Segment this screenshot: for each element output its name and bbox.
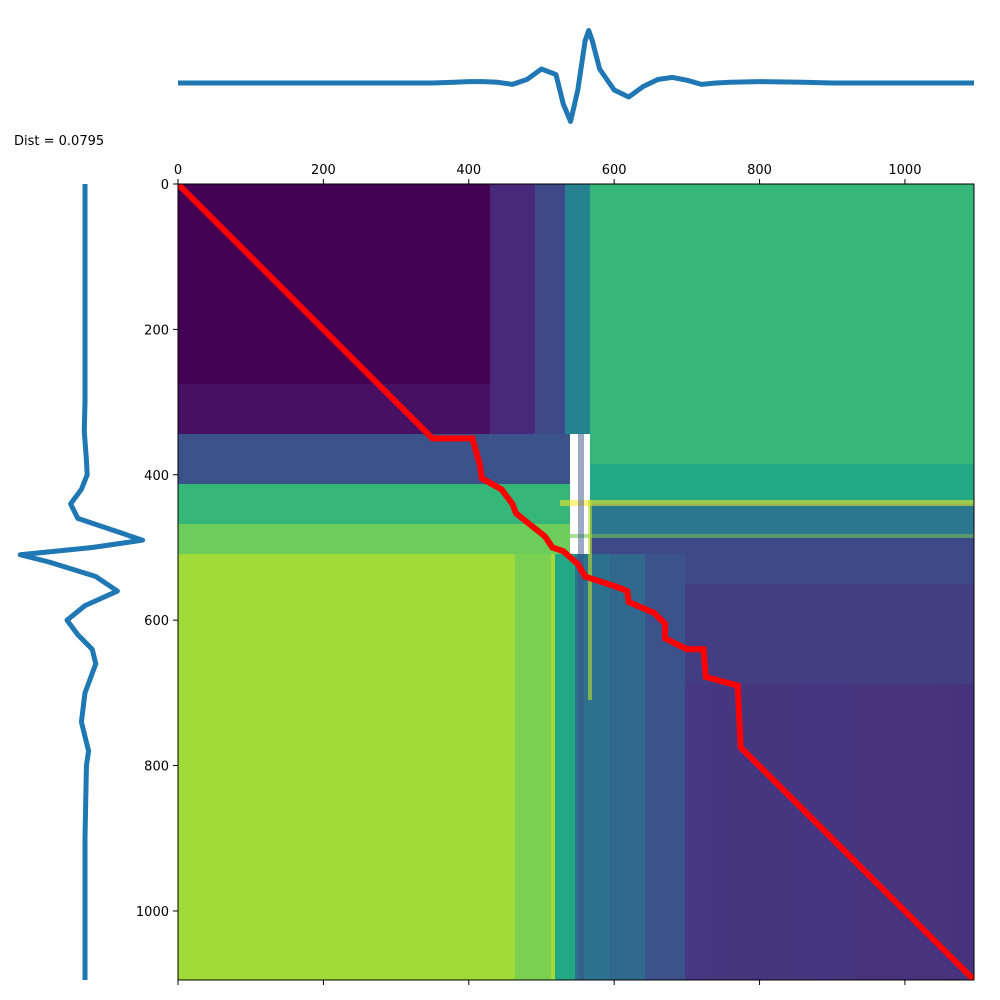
top-signal-trace [178, 28, 974, 124]
heatmap-region-right-band-1 [590, 464, 974, 504]
x-tick-label: 600 [602, 163, 627, 178]
heatmap-streak-horizontal [560, 500, 974, 506]
heatmap-region-right-band-2 [590, 504, 974, 534]
heatmap-region-bottom-center-stripe-2 [555, 554, 575, 980]
heatmap-streak-horizontal-2 [560, 534, 974, 538]
heatmap-region-bottom-left [178, 554, 570, 980]
left-signal-trace [17, 184, 146, 980]
heatmap-region-top-center-stripe [490, 184, 535, 434]
x-tick-label: 1000 [888, 163, 921, 178]
heatmap-region-top-right [590, 184, 974, 464]
x-axis-bottom [177, 980, 906, 985]
y-tick-label: 800 [144, 760, 169, 775]
heatmap-region-top-center-stripe-2 [535, 184, 565, 434]
heatmap-streak-vertical [578, 434, 584, 980]
top-signal-line [178, 28, 974, 124]
heatmap-region-mid-left-band [178, 434, 570, 484]
x-tick-label: 200 [311, 163, 336, 178]
distance-annotation: Dist = 0.0795 [14, 134, 105, 149]
heatmap-region-bottom-center-stripe-4 [645, 554, 685, 980]
heatmap-axes-frame [177, 183, 975, 981]
heatmap-streak-vertical-2 [588, 500, 592, 700]
heatmap-region-bottom-center-stripe-3 [610, 554, 645, 980]
x-axis-top: 0 200 400 600 800 1000 [174, 163, 921, 184]
y-tick-label: 400 [144, 469, 169, 484]
y-tick-label: 600 [144, 614, 169, 629]
x-tick-label: 800 [747, 163, 772, 178]
heatmap-region-bottom-left-stripe [515, 554, 551, 980]
heatmap-region-green-band [178, 524, 570, 554]
left-signal-line [17, 184, 146, 980]
y-axis-left: 0 200 400 600 800 1000 [136, 178, 178, 920]
heatmap-region-top-center-stripe-3 [565, 184, 590, 434]
y-tick-label: 1000 [136, 905, 169, 920]
x-tick-label: 400 [456, 163, 481, 178]
y-tick-label: 200 [144, 323, 169, 338]
y-tick-label: 0 [161, 178, 169, 193]
x-tick-label: 0 [174, 163, 182, 178]
warping-path [178, 184, 974, 980]
